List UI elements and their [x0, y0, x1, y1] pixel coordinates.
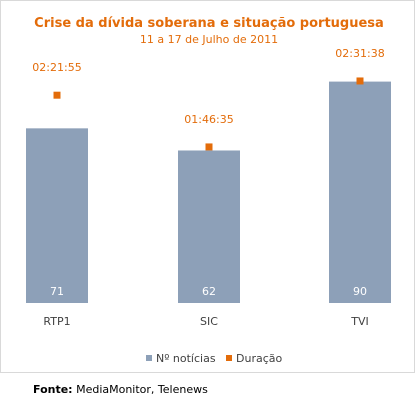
- chart-subtitle: 11 a 17 de Julho de 2011: [140, 33, 278, 46]
- source-label: Fonte:: [33, 383, 73, 396]
- category-label: SIC: [200, 315, 218, 328]
- source-text: MediaMonitor, Telenews: [72, 383, 208, 396]
- duration-marker-sic: [205, 143, 213, 151]
- plot-area: 71 02:21:55 RTP1 62 01:46:35 SIC 90 02:31:38 TVI: [26, 47, 391, 328]
- bar-tvi: [329, 81, 391, 303]
- duration-label: 02:21:55: [32, 61, 81, 74]
- bar-value-label: 90: [353, 285, 367, 298]
- legend-swatch-noticias: [146, 355, 152, 361]
- duration-marker-rtp1: [53, 91, 61, 99]
- category-label: RTP1: [43, 315, 70, 328]
- duration-label: 01:46:35: [184, 113, 233, 126]
- bar-value-label: 62: [202, 285, 216, 298]
- duration-label: 02:31:38: [335, 47, 384, 60]
- bar-sic: [178, 150, 240, 303]
- source-note: Fonte: MediaMonitor, Telenews: [33, 383, 208, 396]
- category-label: TVI: [350, 315, 369, 328]
- legend-label-noticias: Nº notícias: [156, 352, 216, 365]
- chart-frame: Crise da dívida soberana e situação port…: [0, 0, 415, 373]
- bar-value-label: 71: [50, 285, 64, 298]
- chart-canvas: Crise da dívida soberana e situação port…: [26, 16, 391, 365]
- legend-label-duracao: Duração: [236, 352, 282, 365]
- duration-marker-tvi: [356, 77, 364, 85]
- chart-title: Crise da dívida soberana e situação port…: [34, 16, 384, 31]
- bar-rtp1: [26, 128, 88, 303]
- legend-swatch-duracao: [226, 355, 232, 361]
- legend: Nº notícias Duração: [146, 352, 282, 365]
